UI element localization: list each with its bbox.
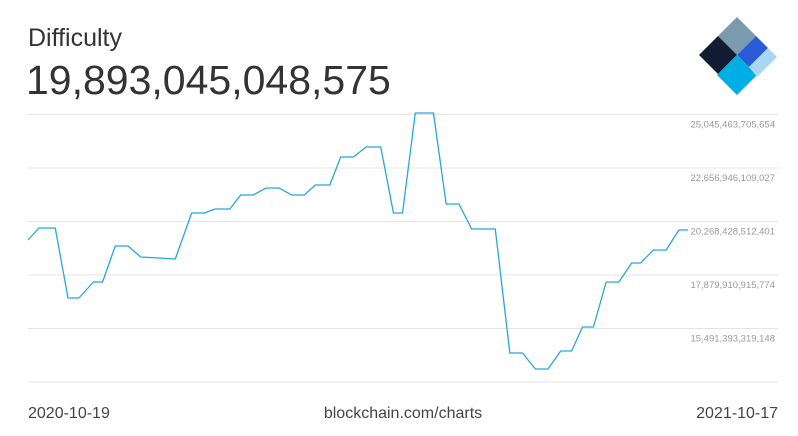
chart-title: Difficulty	[28, 24, 123, 52]
headline-value: 19,893,045,048,575	[26, 57, 391, 103]
y-tick-label: 15,491,393,319,148	[690, 333, 775, 344]
x-end-label: 2021-10-17	[696, 405, 778, 422]
y-tick-label: 22,656,946,109,027	[690, 173, 775, 184]
y-tick-label: 17,879,910,915,774	[690, 280, 775, 291]
data-line	[27, 112, 689, 370]
x-start-label: 2020-10-19	[28, 405, 110, 422]
logo	[699, 17, 777, 95]
y-tick-label: 20,268,428,512,401	[690, 226, 775, 237]
source-label: blockchain.com/charts	[324, 405, 482, 422]
y-tick-label: 25,045,463,705,654	[690, 119, 775, 130]
